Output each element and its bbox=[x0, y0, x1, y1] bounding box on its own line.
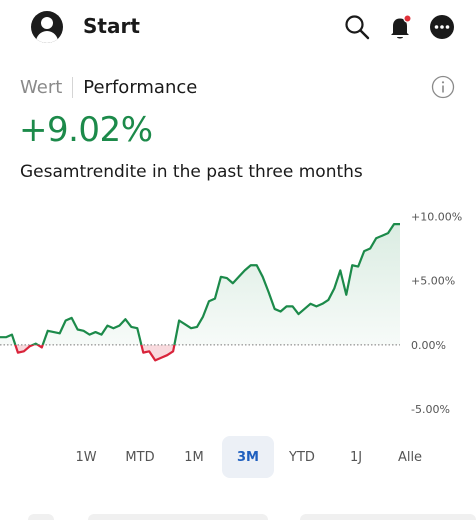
info-icon[interactable] bbox=[431, 75, 455, 99]
tab-performance[interactable]: Performance bbox=[83, 76, 198, 98]
total-return-caption: Gesamtrendite in the past three months bbox=[20, 162, 363, 182]
range-alle[interactable]: Alle bbox=[397, 449, 423, 465]
value-performance-tabs: Wert Performance bbox=[20, 76, 197, 98]
range-1m[interactable]: 1M bbox=[184, 449, 204, 465]
search-icon[interactable] bbox=[342, 12, 372, 42]
y-tick-label: +5.00% bbox=[411, 275, 455, 288]
top-bar: Start bbox=[0, 0, 476, 56]
range-3m[interactable]: 3M bbox=[222, 436, 274, 478]
y-tick-label: +10.00% bbox=[411, 210, 462, 223]
notification-dot bbox=[403, 14, 412, 23]
y-tick-label: 0.00% bbox=[411, 339, 446, 352]
range-ytd[interactable]: YTD bbox=[289, 449, 315, 465]
chart-line-positive bbox=[0, 223, 400, 345]
performance-chart[interactable]: +10.00% +5.00% 0.00% -5.00% bbox=[0, 200, 476, 430]
y-tick-label: -5.00% bbox=[411, 403, 450, 416]
range-mtd[interactable]: MTD bbox=[125, 449, 155, 465]
tab-wert[interactable]: Wert bbox=[20, 76, 74, 98]
time-range-selector: 1W MTD 1M 3M YTD 1J Alle bbox=[60, 436, 438, 478]
bell-icon[interactable] bbox=[385, 12, 415, 42]
total-return-value: +9.02% bbox=[19, 110, 153, 150]
range-1j[interactable]: 1J bbox=[349, 449, 363, 465]
bottom-strip bbox=[0, 510, 476, 520]
page-title: Start bbox=[83, 14, 140, 38]
avatar-icon[interactable] bbox=[31, 11, 63, 43]
range-1w[interactable]: 1W bbox=[75, 449, 97, 465]
chart-area-positive bbox=[0, 224, 400, 345]
more-icon[interactable] bbox=[427, 12, 457, 42]
